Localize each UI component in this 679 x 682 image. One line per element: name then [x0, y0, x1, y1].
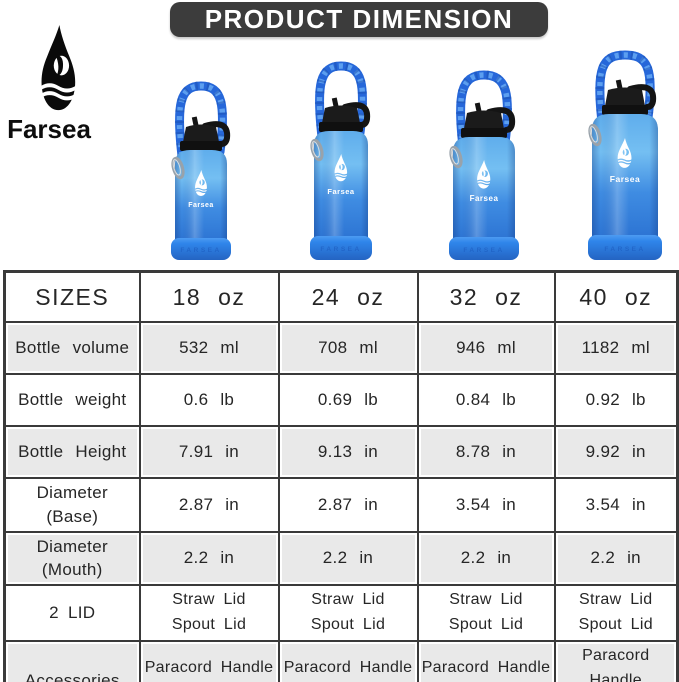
value-cell: 708 ml — [277, 321, 419, 375]
table-row: Bottle weight 0.6 lb 0.69 lb 0.84 lb 0.9… — [3, 373, 679, 427]
value-cell: Straw Lid Spout Lid — [138, 584, 280, 642]
bottle-brand-label: Farsea — [470, 194, 499, 203]
row-label: Diameter (Mouth) — [3, 530, 141, 587]
straw-lid — [180, 116, 231, 151]
value-cell: 3.54 in — [416, 477, 556, 533]
bottle-24oz: Farsea FARSEA — [310, 61, 372, 260]
value-cell: Paracord Handle Silicone Boot — [416, 639, 556, 682]
value-cell: Straw Lid Spout Lid — [416, 584, 556, 642]
product-dimension-banner: PRODUCT DIMENSION — [170, 2, 548, 37]
row-label: SIZES — [3, 270, 141, 323]
row-label: Bottle volume — [3, 321, 141, 375]
table-row: Diameter (Mouth) 2.2 in 2.2 in 2.2 in 2.… — [3, 530, 679, 587]
value-cell: 9.13 in — [277, 425, 419, 479]
bottle-brand-label: Farsea — [610, 174, 640, 184]
value-cell: Paracord Handle Silicone Boot — [553, 639, 679, 682]
carabiner — [588, 123, 602, 147]
table-row: Accessories Paracord Handle Silicone Boo… — [3, 639, 679, 682]
paracord-handle — [595, 50, 655, 127]
silicone-boot — [171, 238, 231, 260]
silicone-boot — [310, 236, 372, 260]
value-cell: 0.84 lb — [416, 373, 556, 427]
value-cell: 2.2 in — [416, 530, 556, 587]
value-cell: 2.2 in — [277, 530, 419, 587]
bottle-18oz: Farsea FARSEA — [171, 81, 231, 260]
value-cell: 32 oz — [416, 270, 556, 323]
value-cell: 0.6 lb — [138, 373, 280, 427]
table-row: Bottle volume 532 ml 708 ml 946 ml 1182 … — [3, 321, 679, 375]
value-cell: 2.2 in — [553, 530, 679, 587]
boot-label: FARSEA — [320, 246, 361, 253]
value-cell: 2.87 in — [138, 477, 280, 533]
bottle-logo-icon — [617, 138, 632, 168]
value-cell: 0.69 lb — [277, 373, 419, 427]
value-cell: 40 oz — [553, 270, 679, 323]
row-label: Accessories — [3, 639, 141, 682]
banner-title: PRODUCT DIMENSION — [204, 4, 514, 34]
value-cell: 18 oz — [138, 270, 280, 323]
value-cell: 1182 ml — [553, 321, 679, 375]
paracord-handle — [314, 61, 368, 142]
boot-label: FARSEA — [463, 247, 504, 254]
value-cell: Straw Lid Spout Lid — [277, 584, 419, 642]
bottle-40oz: Farsea FARSEA — [588, 50, 662, 260]
row-label: Bottle Height — [3, 425, 141, 479]
bottle-32oz: Farsea FARSEA — [449, 70, 519, 260]
bottle-logo-icon — [195, 170, 208, 196]
value-cell: Paracord Handle Silicone Boot — [277, 639, 419, 682]
bottle-brand-label: Farsea — [188, 202, 214, 209]
boot-label: FARSEA — [604, 246, 645, 253]
straw-lid — [461, 102, 516, 138]
value-cell: 2.87 in — [277, 477, 419, 533]
carabiner — [449, 145, 463, 169]
row-label: Bottle weight — [3, 373, 141, 427]
value-cell: 24 oz — [277, 270, 419, 323]
bottle-logo-icon — [334, 154, 348, 182]
bottle-logo-icon — [477, 160, 491, 189]
table-row: SIZES 18 oz 24 oz 32 oz 40 oz — [3, 270, 679, 323]
brand-wordmark: Farsea — [7, 114, 91, 144]
straw-lid — [602, 79, 657, 115]
table-row: Diameter (Base) 2.87 in 2.87 in 3.54 in … — [3, 477, 679, 533]
value-cell: 0.92 lb — [553, 373, 679, 427]
table-row: 2 LID Straw Lid Spout Lid Straw Lid Spou… — [3, 584, 679, 642]
value-cell: 8.78 in — [416, 425, 556, 479]
bottle-brand-label: Farsea — [327, 187, 355, 196]
value-cell: 7.91 in — [138, 425, 280, 479]
value-cell: Paracord Handle Silicone Boot — [138, 639, 280, 682]
product-bottles-image: Farsea FARSEA Farsea — [171, 50, 662, 260]
carabiner — [310, 138, 324, 162]
value-cell: Straw Lid Spout Lid — [553, 584, 679, 642]
carabiner — [171, 156, 185, 180]
value-cell: 2.2 in — [138, 530, 280, 587]
paracord-handle — [174, 81, 228, 161]
value-cell: 532 ml — [138, 321, 280, 375]
row-label: Diameter (Base) — [3, 477, 141, 533]
value-cell: 946 ml — [416, 321, 556, 375]
row-label: 2 LID — [3, 584, 141, 642]
value-cell: 3.54 in — [553, 477, 679, 533]
straw-lid — [319, 97, 371, 132]
dimension-table: SIZES 18 oz 24 oz 32 oz 40 oz Bottle vol… — [3, 270, 679, 682]
silicone-boot — [588, 235, 662, 260]
silicone-boot — [449, 237, 519, 260]
value-cell: 9.92 in — [553, 425, 679, 479]
farsea-logo: Farsea — [2, 22, 114, 144]
boot-label: FARSEA — [180, 247, 221, 254]
table-row: Bottle Height 7.91 in 9.13 in 8.78 in 9.… — [3, 425, 679, 479]
paracord-handle — [456, 70, 512, 152]
